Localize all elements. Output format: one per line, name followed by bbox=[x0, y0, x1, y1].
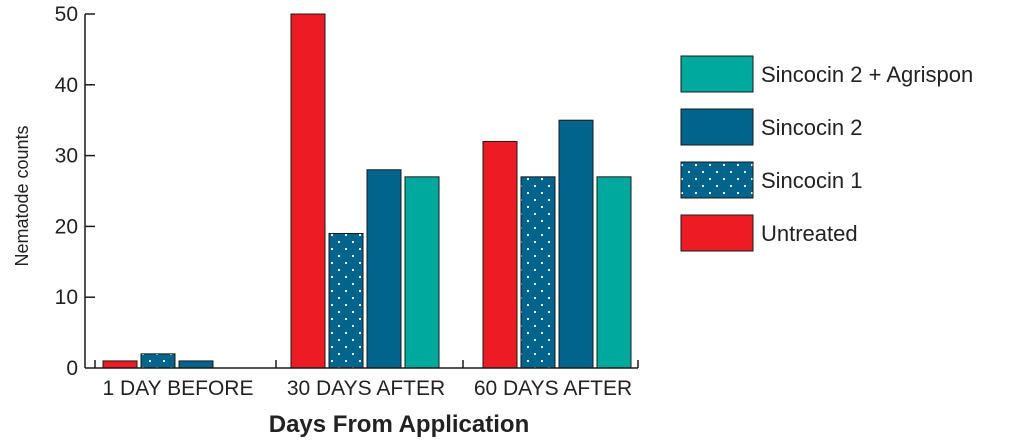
legend-swatch-sincocin-1 bbox=[680, 161, 754, 199]
x-axis-title: Days From Application bbox=[269, 411, 529, 438]
x-tick-label: 1 DAY BEFORE bbox=[103, 377, 254, 400]
y-axis: 0 10 20 30 40 50 bbox=[55, 3, 95, 380]
bar-sincocin-1-3 bbox=[520, 176, 556, 369]
bar-untreated-1 bbox=[102, 360, 138, 369]
bar-untreated-2 bbox=[290, 13, 326, 369]
y-tick-label: 0 bbox=[66, 357, 78, 380]
bar-sincocin-1-2 bbox=[328, 232, 364, 369]
y-tick-label: 50 bbox=[55, 3, 78, 26]
legend-label-sincocin-1: Sincocin 1 bbox=[761, 168, 863, 193]
bar-untreated-3 bbox=[482, 140, 518, 369]
bar-sincocin-2-2 bbox=[366, 169, 402, 369]
bar-sincocin-2-agrispon-3 bbox=[596, 176, 632, 369]
legend-swatch-untreated bbox=[680, 214, 754, 252]
legend-swatch-sincocin-2 bbox=[680, 108, 754, 146]
legend-label-sincocin-2: Sincocin 2 bbox=[761, 115, 863, 140]
legend-label-untreated: Untreated bbox=[761, 221, 858, 246]
x-tick-label: 30 DAYS AFTER bbox=[287, 377, 445, 400]
bar-sincocin-2-1 bbox=[178, 360, 214, 369]
bar-sincocin-1-1 bbox=[140, 353, 176, 369]
legend-label-sincocin-2-agrispon: Sincocin 2 + Agrispon bbox=[761, 62, 973, 87]
y-tick-label: 40 bbox=[55, 74, 78, 97]
bar-sincocin-2-3 bbox=[558, 119, 594, 369]
plot-area bbox=[102, 13, 632, 369]
y-tick-label: 10 bbox=[55, 286, 78, 309]
legend: Sincocin 2 + Agrispon Sincocin 2 Sincocin … bbox=[680, 55, 973, 252]
y-axis-title: Nematode counts bbox=[12, 125, 32, 266]
legend-swatch-sincocin-2-agrispon bbox=[680, 55, 754, 93]
x-tick-label: 60 DAYS AFTER bbox=[474, 377, 632, 400]
y-tick-label: 30 bbox=[55, 145, 78, 168]
bar-sincocin-2-agrispon-2 bbox=[404, 176, 440, 369]
x-axis: 1 DAY BEFORE 30 DAYS AFTER 60 DAYS AFTER bbox=[94, 360, 639, 400]
y-tick-label: 20 bbox=[55, 215, 78, 238]
